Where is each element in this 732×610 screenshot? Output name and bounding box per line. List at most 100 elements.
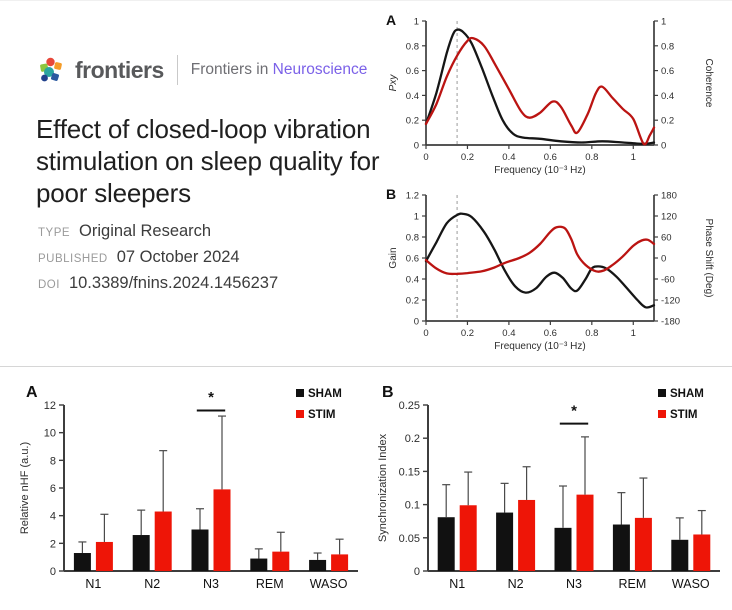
bar-stim-rem: [272, 551, 290, 571]
left-tick-label: 0: [414, 317, 419, 328]
y-tick-label: 12: [44, 400, 56, 412]
article-title: Effect of closed-loop vibration stimulat…: [36, 114, 380, 209]
x-tick-label: 0.8: [585, 152, 598, 163]
x-axis-label: Frequency (10⁻³ Hz): [494, 165, 585, 176]
series-line-pxy: [424, 28, 656, 145]
meta-value-type: Original Research: [79, 222, 212, 240]
meta-value-published: 07 October 2024: [116, 248, 240, 266]
left-tick-label: 1.2: [406, 191, 419, 202]
bar-sham-waso: [671, 539, 689, 571]
meta-row-type: TYPE Original Research: [38, 222, 278, 241]
meta-label-type: TYPE: [38, 227, 71, 239]
x-axis-label: Frequency (10⁻³ Hz): [494, 341, 585, 352]
right-tick-label: 0: [661, 141, 666, 152]
right-axis-label: Phase Shift (Deg): [703, 219, 714, 298]
right-tick-label: 0.2: [661, 116, 674, 127]
bar-sham-n1: [73, 553, 91, 571]
panel-label: B: [382, 384, 394, 401]
x-tick-label: 0.2: [461, 152, 474, 163]
meta-label-doi: DOI: [38, 279, 60, 291]
series-line-gain: [424, 212, 656, 309]
journal-name: Neuroscience: [272, 61, 368, 78]
logo-divider: [176, 55, 178, 85]
x-tick-label: 0: [423, 328, 428, 339]
frontiers-logo[interactable]: frontiers Frontiers in Neuroscience: [38, 53, 367, 87]
bar-sham-waso: [309, 559, 327, 571]
category-label: WASO: [672, 577, 710, 591]
significance-star: *: [208, 389, 214, 406]
y-axis-label: Relative nHF (a.u.): [19, 442, 31, 534]
bar-stim-waso: [693, 534, 711, 571]
bar-sham-rem: [612, 524, 630, 571]
y-tick-label: 0.25: [399, 400, 420, 412]
bar-stim-rem: [634, 517, 652, 571]
y-tick-label: 0: [414, 566, 420, 578]
right-tick-label: 180: [661, 191, 677, 202]
y-tick-label: 0.15: [399, 466, 420, 478]
journal-prefix: Frontiers in: [190, 61, 269, 78]
psd-coherence-chart: A 0 0.2 0.4 0.6 0.8 1 0 0.2 0.4 0.6 0.8 1 0 0.2 0.4 0.6 0…: [380, 7, 730, 181]
journal-title[interactable]: Frontiers in Neuroscience: [191, 61, 368, 79]
bar-sham-n1: [437, 517, 455, 571]
x-tick-label: 0.6: [544, 152, 557, 163]
series-line-phase-shift: [424, 225, 656, 276]
x-tick-label: 0.4: [502, 328, 515, 339]
section-divider: [0, 366, 732, 367]
significance-star: *: [571, 403, 577, 420]
x-tick-label: 1: [631, 152, 636, 163]
synchronization-index-chart: B 0 0.05 0.1 0.15 0.2 0.25 Synchronization Inde…: [368, 377, 730, 605]
y-tick-label: 0.2: [405, 433, 420, 445]
meta-row-published: PUBLISHED 07 October 2024: [38, 248, 278, 267]
legend-swatch-stim: [658, 410, 666, 418]
left-axis-label: Pxy: [388, 74, 399, 92]
x-tick-label: 0.2: [461, 328, 474, 339]
bar-sham-rem: [250, 558, 268, 571]
panel-label: B: [386, 186, 396, 202]
legend-swatch-sham: [658, 389, 666, 397]
left-tick-label: 1: [414, 17, 419, 28]
bar-stim-n3: [213, 489, 231, 571]
left-tick-label: 0.6: [406, 66, 419, 77]
category-label: N2: [508, 577, 524, 591]
legend-label-stim: STIM: [308, 409, 335, 421]
relative-nhf-chart-svg: A 0 2 4 6 8 10 12 Relative nHF (a.u.) N1 N2 N3 * REM W…: [19, 384, 358, 591]
left-tick-label: 0.2: [406, 116, 419, 127]
x-tick-label: 0.4: [502, 152, 515, 163]
y-tick-label: 0: [50, 566, 56, 578]
left-tick-label: 1: [414, 212, 419, 223]
panel-label: A: [26, 384, 38, 401]
bar-stim-n2: [518, 499, 536, 571]
category-label: N1: [85, 577, 101, 591]
gain-phase-chart: B 0 0.2 0.4 0.6 0.8 1 1.2 -180 -120 -60 0 60 120 180 0 0…: [380, 181, 730, 357]
bar-stim-n2: [154, 511, 172, 571]
x-tick-label: 0.8: [585, 328, 598, 339]
right-tick-label: -120: [661, 296, 680, 307]
category-label: N3: [203, 577, 219, 591]
category-label: WASO: [310, 577, 348, 591]
y-tick-label: 6: [50, 483, 56, 495]
right-tick-label: 1: [661, 17, 666, 28]
legend-swatch-stim: [296, 410, 304, 418]
right-tick-label: 0: [661, 254, 666, 265]
frontiers-wordmark: frontiers: [75, 56, 164, 83]
right-tick-label: 0.8: [661, 41, 674, 52]
bar-stim-n1: [459, 505, 477, 571]
right-tick-label: 60: [661, 233, 672, 244]
meta-label-published: PUBLISHED: [38, 253, 108, 265]
left-tick-label: 0.2: [406, 296, 419, 307]
y-tick-label: 2: [50, 538, 56, 550]
legend-label-stim: STIM: [670, 409, 697, 421]
left-axis-label: Gain: [388, 247, 399, 268]
right-tick-label: 120: [661, 212, 677, 223]
relative-nhf-chart: A 0 2 4 6 8 10 12 Relative nHF (a.u.) N1 N2 N3 * REM W…: [12, 377, 368, 605]
left-tick-label: 0.4: [406, 91, 419, 102]
meta-value-doi[interactable]: 10.3389/fnins.2024.1456237: [68, 274, 279, 292]
bar-sham-n3: [191, 529, 209, 571]
right-tick-label: -60: [661, 275, 675, 286]
x-tick-label: 1: [631, 328, 636, 339]
legend-label-sham: SHAM: [308, 388, 342, 400]
meta-row-doi: DOI 10.3389/fnins.2024.1456237: [38, 274, 278, 293]
y-tick-label: 10: [44, 428, 56, 440]
y-axis-label: Synchronization Index: [377, 433, 389, 542]
